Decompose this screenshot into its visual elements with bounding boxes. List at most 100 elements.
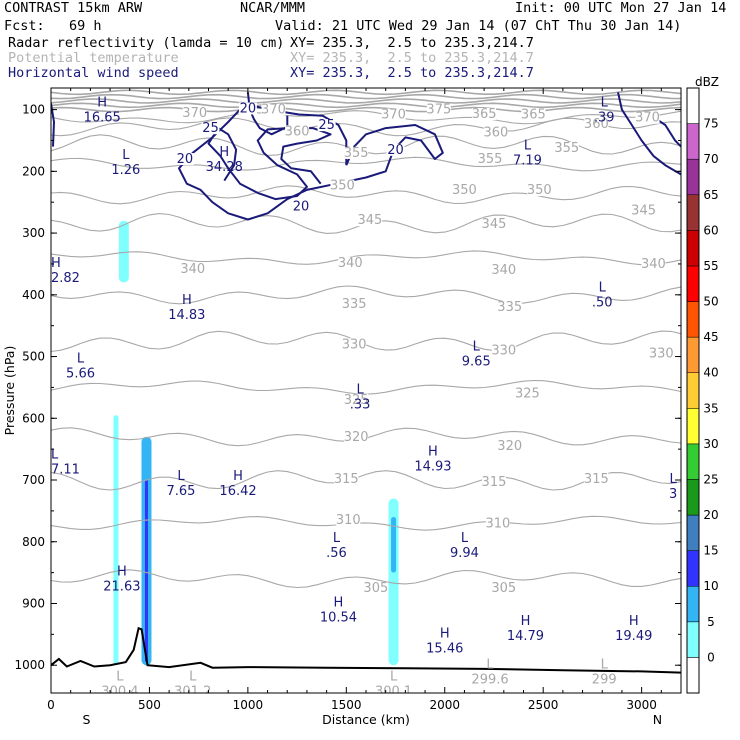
wind-label-bg xyxy=(292,200,311,213)
colorbar-cell xyxy=(686,479,700,516)
colorbar-cell xyxy=(686,230,700,267)
theta-isentrope xyxy=(51,117,681,137)
colorbar-cell xyxy=(686,336,700,373)
y-tick-label: 1000 xyxy=(14,658,45,672)
theta-label: 360 xyxy=(584,117,609,132)
colorbar-cell xyxy=(686,265,700,302)
y-tick-label: 300 xyxy=(22,226,45,240)
theta-isentrope xyxy=(51,89,681,96)
extremum-value: .50 xyxy=(592,296,613,311)
theta-label-bg xyxy=(491,582,516,595)
colorbar-tick-label: 25 xyxy=(703,472,718,486)
theta-label-bg xyxy=(485,517,510,530)
theta-label: 315 xyxy=(334,472,359,487)
x-tick-label: 500 xyxy=(138,698,161,712)
colorbar-cell xyxy=(686,301,700,338)
theta-label-bg xyxy=(641,258,666,271)
extremum-value: 300.4 xyxy=(101,685,138,700)
theta-label-bg xyxy=(483,126,508,139)
colorbar-tick-label: 35 xyxy=(703,401,718,415)
extremum-letter: H xyxy=(334,596,344,611)
extremum-letter: L xyxy=(356,383,364,398)
extremum-letter: L xyxy=(601,657,609,672)
theta-label: 350 xyxy=(330,179,355,194)
colorbar-tick-label: 60 xyxy=(703,223,718,237)
title-org: NCAR/MMM xyxy=(240,0,306,16)
theta-isentrope xyxy=(51,93,681,100)
wind-contour-label: 20 xyxy=(387,143,404,158)
colorbar-tick-label: 50 xyxy=(703,295,718,309)
theta-label: 340 xyxy=(338,256,363,271)
y-tick-label: 200 xyxy=(22,164,45,178)
theta-label-bg xyxy=(334,472,359,485)
x-tick-label: 2000 xyxy=(429,698,460,712)
extremum-value: .33 xyxy=(350,398,371,413)
extremum-letter: H xyxy=(219,145,229,160)
theta-label-bg xyxy=(180,262,205,275)
theta-label-bg xyxy=(338,256,363,269)
extremum-letter: L xyxy=(461,531,469,546)
theta-label-bg xyxy=(635,111,660,124)
theta-label-bg xyxy=(357,214,382,227)
extremum-value: 300.1 xyxy=(375,685,412,700)
colorbar-tick-label: 30 xyxy=(703,437,718,451)
theta-label-bg xyxy=(527,183,552,196)
extremum-letter: L xyxy=(77,352,85,367)
extremum-letter: H xyxy=(521,614,531,629)
x-end-label-south: S xyxy=(82,712,90,727)
extremum-letter: L xyxy=(177,469,185,484)
extremum-value: 2.82 xyxy=(51,271,80,286)
theta-label: 340 xyxy=(180,262,205,277)
colorbar-cell xyxy=(686,621,700,658)
theta-label-bg xyxy=(584,117,609,130)
theta-label-bg xyxy=(554,141,579,154)
theta-label: 345 xyxy=(631,203,656,218)
wind-contour-label: 20 xyxy=(177,152,194,167)
extremum-value: 299.6 xyxy=(471,672,508,687)
wind-contour-label: 20 xyxy=(293,200,310,215)
theta-isentrope xyxy=(51,250,681,266)
theta-label-bg xyxy=(521,108,546,121)
colorbar-tick-label: 20 xyxy=(703,508,718,522)
plot-layer: 370 370 370 375 365 365 370 360 360 360 355 355 355 3… xyxy=(51,89,681,700)
terrain-line xyxy=(51,626,681,674)
colorbar-cell xyxy=(686,657,700,694)
extremum-letter: H xyxy=(117,565,127,580)
y-tick-label: 100 xyxy=(22,103,45,117)
x-tick-label: 1000 xyxy=(233,698,264,712)
extremum-value: 34.28 xyxy=(206,160,243,175)
colorbar-cell xyxy=(686,123,700,160)
theta-label: 345 xyxy=(482,217,507,232)
extremum-letter: L xyxy=(122,148,130,163)
extremum-value: 16.42 xyxy=(219,484,256,499)
theta-label: 355 xyxy=(344,146,369,161)
extremum-value: 10.54 xyxy=(320,611,357,626)
title-model: CONTRAST 15km ARW xyxy=(4,0,143,16)
theta-label: 320 xyxy=(497,439,522,454)
wind-contour-label: 20 xyxy=(240,101,257,116)
y-tick-label: 800 xyxy=(22,535,45,549)
theta-label: 355 xyxy=(478,152,503,167)
theta-label-bg xyxy=(478,153,503,166)
colorbar-cell xyxy=(686,585,700,623)
theta-label: 330 xyxy=(649,347,674,362)
colorbar-cell xyxy=(686,158,700,196)
wind-contour xyxy=(207,127,332,201)
theta-label-bg xyxy=(344,146,369,159)
theta-isentrope xyxy=(51,515,681,531)
wind-label-bg xyxy=(201,122,220,135)
theta-label: 330 xyxy=(491,343,516,358)
x-tick-label: 0 xyxy=(47,698,55,712)
extremum-letter: L xyxy=(524,139,532,154)
colorbar-cell xyxy=(686,194,700,231)
theta-label-bg xyxy=(472,108,497,121)
colorbar-tick-label: 0 xyxy=(707,650,715,664)
wind-contour-label: 25 xyxy=(202,121,219,136)
theta-label-bg xyxy=(491,344,516,357)
theta-isentrope xyxy=(51,569,681,589)
theta-label: 315 xyxy=(584,472,609,487)
field-theta: Potential temperature xyxy=(8,50,179,66)
theta-label: 310 xyxy=(336,513,361,528)
extremum-value: 14.79 xyxy=(507,629,544,644)
theta-label: 375 xyxy=(426,103,451,118)
